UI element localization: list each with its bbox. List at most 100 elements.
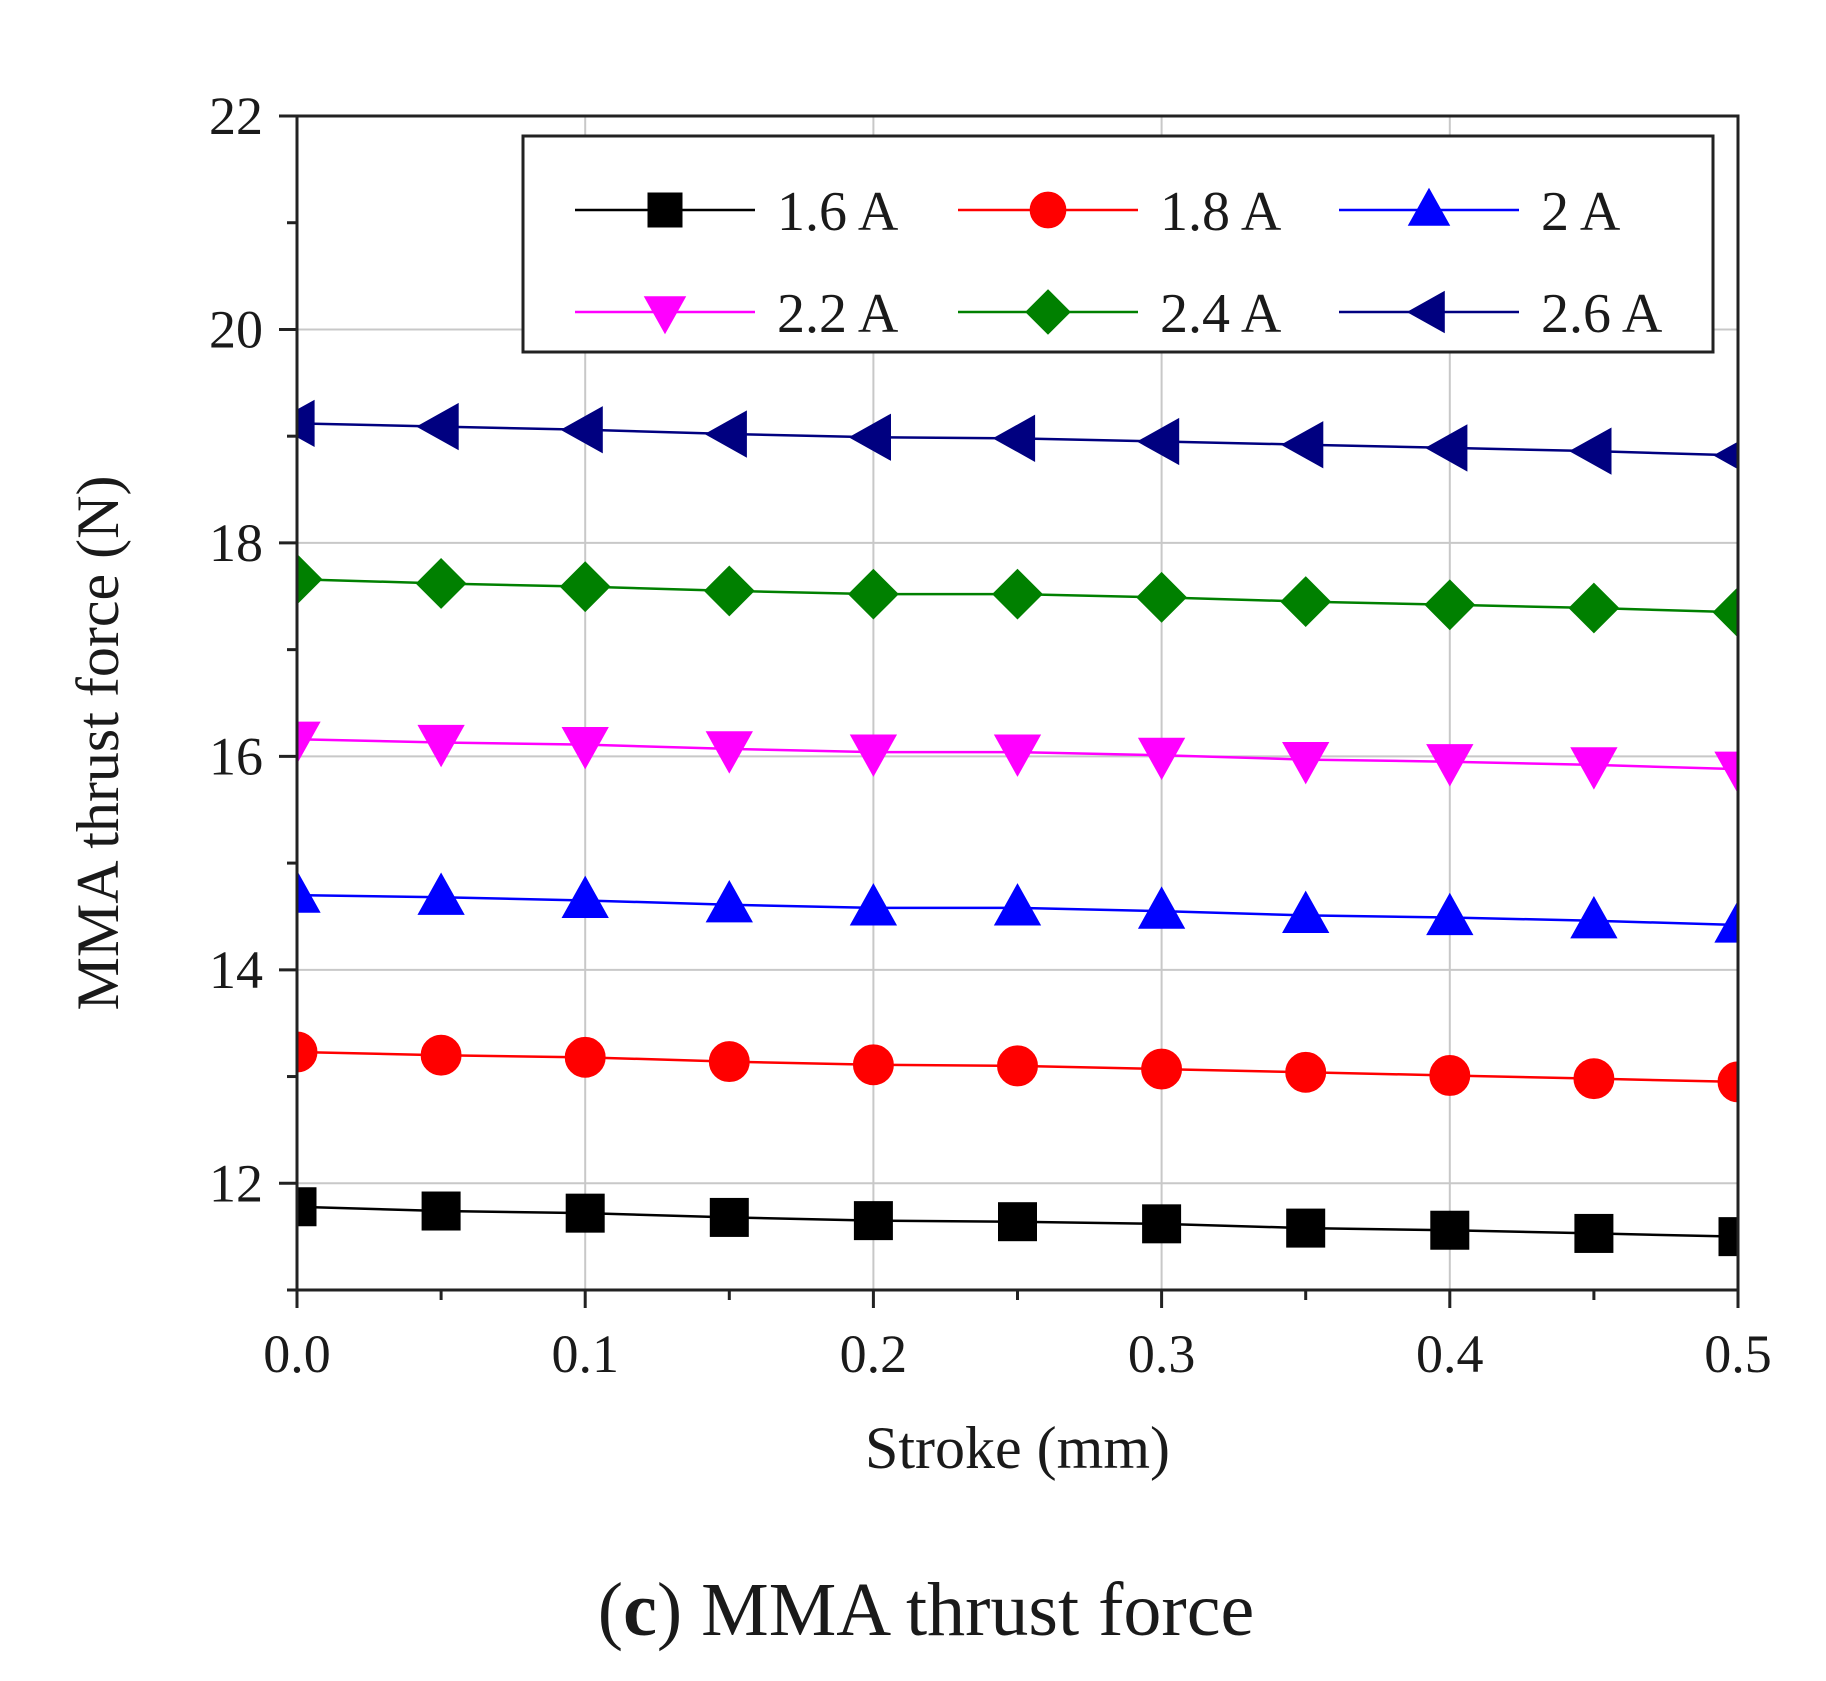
data-point-2-a <box>1282 890 1330 933</box>
y-axis-title: MMA thrust force (N) <box>65 476 131 1011</box>
data-point-2-6-a <box>416 402 459 451</box>
series-lines <box>297 422 1738 1238</box>
data-point-2-a <box>561 875 609 919</box>
x-tick-label: 0.0 <box>263 1324 331 1384</box>
data-point-2-6-a <box>992 414 1036 462</box>
data-point-2-6-a <box>297 399 315 448</box>
data-point-2-a <box>1714 900 1738 943</box>
data-point-2-4-a <box>1280 576 1332 628</box>
x-tick-label: 0.4 <box>1416 1324 1484 1384</box>
data-point-2-2-a <box>849 734 898 777</box>
data-point-1-8-a <box>1429 1055 1471 1096</box>
x-tick-label: 0.1 <box>551 1324 619 1384</box>
data-point-2-2-a <box>1137 737 1186 781</box>
legend-label: 2.6 A <box>1541 283 1663 345</box>
caption-open-paren: ( <box>598 1568 623 1652</box>
data-point-2-2-a <box>417 724 465 768</box>
legend: 1.6 A 1.8 A 2 A 2.2 A 2.4 A 2.6 A <box>521 134 1715 354</box>
data-point-1-6-a <box>421 1191 461 1231</box>
legend-item: 1.6 A <box>575 181 899 243</box>
data-point-1-8-a <box>1717 1061 1738 1103</box>
data-point-2-4-a <box>1424 579 1476 631</box>
data-point-2-2-a <box>297 721 321 765</box>
legend-box <box>521 134 1715 354</box>
legend-marker <box>1406 290 1445 334</box>
data-point-1-8-a <box>297 1031 318 1073</box>
data-point-2-a <box>1570 895 1618 939</box>
data-point-2-4-a <box>703 565 755 617</box>
data-point-2-a <box>297 870 321 913</box>
legend-label: 1.6 A <box>777 181 899 243</box>
data-point-2-4-a <box>1136 571 1188 623</box>
data-point-1-8-a <box>420 1034 462 1076</box>
y-axis: 12 14 16 18 20 22 <box>209 86 297 1292</box>
data-point-2-2-a <box>561 727 609 770</box>
data-point-2-4-a <box>1568 582 1620 634</box>
legend-item: 2.4 A <box>958 283 1282 345</box>
legend-item: 2.6 A <box>1339 283 1663 345</box>
x-tick-label: 0.2 <box>840 1324 908 1384</box>
y-tick-label: 14 <box>209 940 263 1000</box>
data-point-1-6-a <box>565 1193 605 1233</box>
legend-item: 2.2 A <box>575 283 899 345</box>
data-point-2-6-a <box>1569 427 1612 475</box>
data-point-1-8-a <box>852 1044 894 1086</box>
data-point-2-6-a <box>1425 424 1468 472</box>
x-axis-title: Stroke (mm) <box>865 1415 1170 1481</box>
data-point-2-6-a <box>1136 417 1180 466</box>
data-point-2-a <box>993 883 1042 926</box>
legend-marker <box>1407 187 1451 226</box>
data-point-1-6-a <box>1286 1208 1326 1248</box>
legend-item: 1.8 A <box>958 181 1282 243</box>
legend-marker <box>1029 191 1067 229</box>
data-point-1-6-a <box>1574 1213 1614 1253</box>
y-tick-label: 20 <box>209 299 263 359</box>
data-point-2-2-a <box>1570 747 1618 790</box>
data-point-1-8-a <box>997 1045 1038 1087</box>
data-point-1-6-a <box>709 1197 749 1237</box>
x-tick-label: 0.3 <box>1128 1324 1196 1384</box>
legend-label: 2.4 A <box>1160 283 1282 345</box>
x-axis: 0.0 0.1 0.2 0.3 0.4 0.5 <box>263 1290 1772 1384</box>
data-point-2-4-a <box>847 568 899 620</box>
legend-label: 1.8 A <box>1160 181 1282 243</box>
data-point-2-6-a <box>560 406 603 454</box>
data-point-1-6-a <box>1718 1217 1738 1257</box>
series-markers <box>297 399 1738 1257</box>
y-tick-label: 22 <box>209 86 263 146</box>
data-point-1-6-a <box>998 1202 1037 1242</box>
data-point-2-2-a <box>705 731 753 774</box>
y-tick-label: 16 <box>209 726 263 786</box>
data-point-2-6-a <box>704 410 747 458</box>
legend-marker <box>643 296 687 335</box>
data-point-1-8-a <box>708 1041 750 1083</box>
legend-marker <box>1025 289 1071 335</box>
data-point-2-6-a <box>848 413 891 461</box>
y-tick-label: 18 <box>209 513 263 573</box>
data-point-1-8-a <box>1573 1058 1615 1100</box>
data-point-1-6-a <box>1142 1204 1182 1244</box>
data-point-2-6-a <box>1280 421 1324 469</box>
data-point-1-6-a <box>297 1187 317 1227</box>
caption-letter: c <box>623 1568 657 1652</box>
x-tick-label: 0.5 <box>1704 1324 1772 1384</box>
data-point-2-a <box>417 872 465 915</box>
data-point-1-8-a <box>564 1036 606 1078</box>
data-point-2-4-a <box>992 568 1043 620</box>
data-point-2-a <box>1137 886 1186 929</box>
data-point-2-4-a <box>297 553 323 605</box>
data-point-2-a <box>1426 892 1474 936</box>
legend-item: 2 A <box>1339 181 1621 243</box>
data-point-2-4-a <box>559 561 611 613</box>
data-point-2-2-a <box>1282 741 1330 785</box>
caption-text: ) MMA thrust force <box>657 1568 1254 1652</box>
figure-caption: (c) MMA thrust force <box>598 1568 1254 1652</box>
data-point-2-6-a <box>1713 441 1738 470</box>
data-point-2-a <box>705 879 753 923</box>
data-point-2-2-a <box>993 734 1042 777</box>
data-point-2-4-a <box>1712 586 1738 638</box>
data-point-2-4-a <box>415 558 467 609</box>
legend-label: 2.2 A <box>777 283 899 345</box>
data-point-1-8-a <box>1141 1048 1183 1090</box>
